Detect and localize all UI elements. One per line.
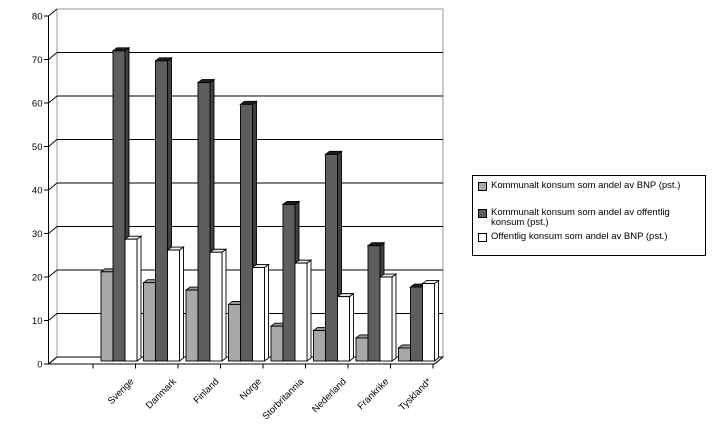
- legend: Kommunalt konsum som andel av BNP (pst.)…: [472, 175, 706, 256]
- x-axis-label: Nederland: [310, 376, 349, 415]
- x-axis-right-connector: [434, 356, 444, 365]
- bar: [155, 60, 168, 362]
- y-tick-connector: [48, 356, 58, 365]
- bar-side: [391, 273, 397, 362]
- y-axis-label: 80: [32, 12, 43, 23]
- bar-side: [264, 263, 269, 362]
- bar-side: [221, 248, 227, 362]
- legend-label-series3: Offentlig konsum som andel av BNP (pst.): [491, 230, 668, 242]
- bar: [167, 249, 180, 362]
- bar-side: [179, 246, 184, 362]
- y-tick-connector: [48, 226, 58, 234]
- bar: [124, 238, 138, 362]
- bar-side: [349, 292, 354, 362]
- bar: [355, 337, 369, 362]
- bar: [112, 50, 126, 362]
- legend-swatch-series3: [478, 232, 487, 242]
- bar-side: [306, 259, 312, 362]
- x-axis-label: Storbritannia: [260, 376, 306, 422]
- bar: [197, 82, 211, 362]
- legend-item: Offentlig konsum som andel av BNP (pst.): [478, 230, 702, 243]
- bar: [379, 276, 393, 362]
- y-tick-connector: [48, 139, 58, 147]
- y-axis-label: 10: [32, 316, 43, 327]
- y-tick-connector: [48, 269, 58, 278]
- x-axis-label: Tyskland*: [397, 376, 434, 413]
- bar: [325, 153, 338, 362]
- y-tick-connector: [48, 95, 58, 104]
- bar: [209, 251, 223, 362]
- x-axis-label: Danmark: [144, 376, 179, 411]
- bar: [143, 282, 156, 362]
- y-axis-label: 20: [32, 273, 43, 284]
- bar: [398, 347, 411, 362]
- legend-swatch-series1: [478, 182, 487, 191]
- x-axis-label: Norge: [238, 376, 264, 402]
- bar: [367, 245, 381, 362]
- x-axis-label: Finland: [192, 376, 222, 406]
- bar: [252, 267, 265, 362]
- bar: [228, 304, 241, 362]
- bar: [240, 103, 253, 362]
- legend-label-series1: Kommunalt konsum som andel av BNP (pst.): [491, 180, 681, 191]
- bar: [185, 289, 199, 362]
- y-axis-label: 0: [37, 360, 42, 371]
- legend-swatch-series2: [478, 208, 487, 218]
- bar: [294, 262, 308, 362]
- legend-item: Kommunalt konsum som andel av BNP (pst.): [478, 180, 702, 192]
- y-tick-connector: [48, 52, 58, 60]
- y-axis-label: 40: [32, 186, 43, 197]
- y-tick-connector: [48, 313, 58, 321]
- bar-side: [136, 235, 142, 362]
- x-axis-label: Frankrike: [356, 376, 392, 412]
- y-axis-label: 60: [32, 99, 43, 110]
- legend-item: Kommunalt konsum som andel av offentlig …: [478, 206, 702, 229]
- bar: [282, 203, 296, 362]
- y-axis-label: 30: [32, 229, 43, 240]
- bar-side: [434, 279, 439, 362]
- bar: [422, 283, 435, 362]
- y-tick-connector: [48, 182, 58, 191]
- bar: [313, 330, 326, 362]
- bar: [410, 286, 423, 362]
- y-axis-label: 70: [32, 55, 43, 66]
- x-axis-label: Sverige: [106, 376, 137, 407]
- bar: [270, 325, 284, 362]
- y-axis-label: 50: [32, 142, 43, 153]
- legend-label-series2: Kommunalt konsum som andel av offentlig …: [491, 206, 670, 228]
- bar: [337, 296, 350, 362]
- bar: [100, 271, 114, 362]
- y-tick-connector: [48, 8, 58, 17]
